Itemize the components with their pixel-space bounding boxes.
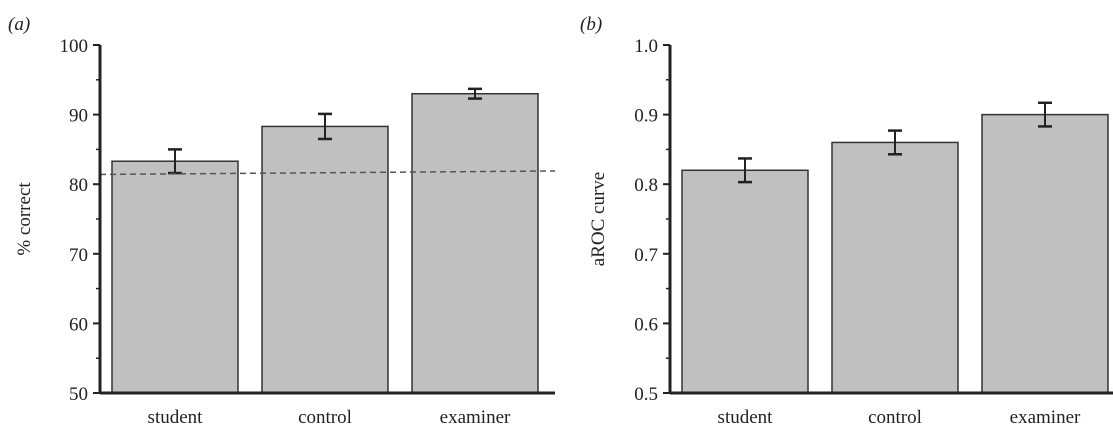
category-label-student: student: [148, 407, 204, 428]
category-label-control: control: [868, 407, 922, 428]
y-axis-title: % correct: [14, 182, 35, 256]
bar-student: [681, 169, 809, 394]
y-tick-label: 1.0: [634, 36, 658, 57]
category-label-examiner: examiner: [440, 407, 511, 428]
y-tick-label: 80: [69, 175, 88, 196]
y-tick-label: 0.7: [634, 245, 658, 266]
y-tick-label: 70: [69, 245, 88, 266]
panel-label: (b): [580, 14, 602, 35]
category-label-student: student: [718, 407, 774, 428]
y-axis-title: aROC curve: [588, 172, 609, 266]
y-tick-label: 100: [60, 36, 89, 57]
y-tick-label: 60: [69, 314, 88, 335]
bar-control: [261, 125, 389, 394]
panel-a: (a) % correct student control examiner 50 60 70…: [8, 14, 556, 428]
y-tick-label: 0.9: [634, 106, 658, 127]
bar-student: [111, 160, 239, 394]
bar-control: [831, 141, 959, 394]
bar-examiner: [981, 113, 1109, 394]
y-tick-label: 90: [69, 106, 88, 127]
category-label-examiner: examiner: [1010, 407, 1081, 428]
y-tick-label: 50: [69, 384, 88, 405]
chance-reference-line: [99, 170, 556, 176]
panel-b: (b) aROC curve student control examiner 0.5 0.…: [580, 14, 1113, 428]
panel-label: (a): [8, 14, 30, 35]
bar-examiner: [411, 92, 539, 394]
y-tick-label: 0.5: [634, 384, 658, 405]
category-label-control: control: [298, 407, 352, 428]
y-tick-label: 0.6: [634, 314, 658, 335]
y-tick-label: 0.8: [634, 175, 658, 196]
